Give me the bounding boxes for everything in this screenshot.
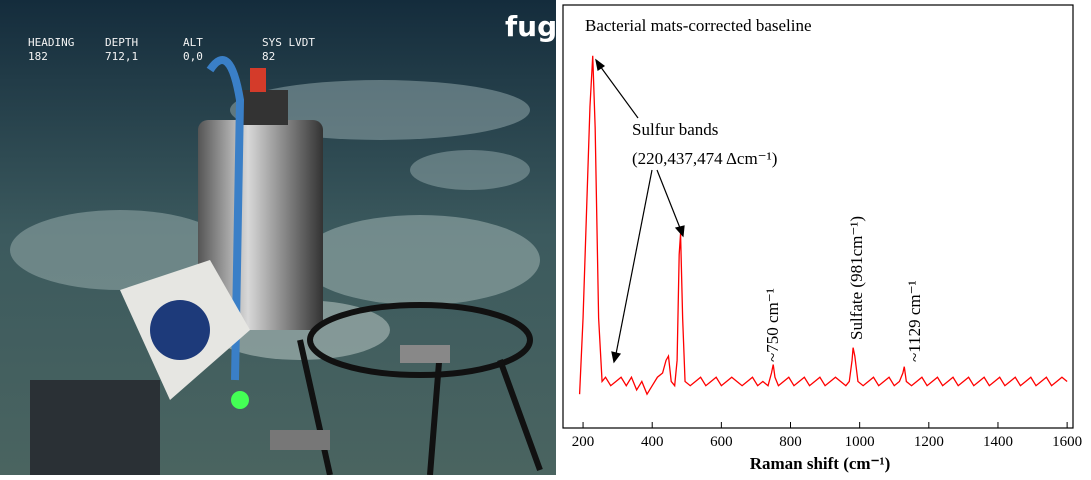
overlay-label: ALT xyxy=(183,36,203,49)
x-tick-label: 1600 xyxy=(1052,434,1082,450)
x-tick-label: 1000 xyxy=(845,434,875,450)
overlay-value: 182 xyxy=(28,50,48,63)
x-tick-label: 400 xyxy=(641,434,664,450)
overlay-label: HEADING xyxy=(28,36,74,49)
overlay-value: 82 xyxy=(262,50,275,63)
x-tick-label: 600 xyxy=(710,434,733,450)
x-tick-label: 800 xyxy=(779,434,802,450)
overlay-label: SYS LVDT xyxy=(262,36,315,49)
annotation: Sulfate (981cm⁻¹) xyxy=(847,216,866,340)
annotation: Sulfur bands xyxy=(632,120,718,139)
overlay-label: DEPTH xyxy=(105,36,138,49)
figure: HEADING182 DEPTH712,1 ALT0,0 SYS LVDT82 fug… xyxy=(0,0,1091,475)
annotation: ~750 cm⁻¹ xyxy=(763,288,782,362)
x-axis-label: Raman shift (cm⁻¹) xyxy=(750,454,891,473)
x-tick-label: 1400 xyxy=(983,434,1013,450)
overlay-value: 712,1 xyxy=(105,50,138,63)
chart-bg xyxy=(556,0,1091,475)
logo: fug xyxy=(505,10,557,43)
annotation: (220,437,474 Δcm⁻¹) xyxy=(632,149,777,168)
photo xyxy=(0,0,556,475)
chart-title: Bacterial mats-corrected baseline xyxy=(585,16,812,35)
overlay-value: 0,0 xyxy=(183,50,203,63)
x-tick-label: 200 xyxy=(572,434,595,450)
page: HEADING182 DEPTH712,1 ALT0,0 SYS LVDT82 fug… xyxy=(0,0,1091,475)
x-tick-label: 1200 xyxy=(914,434,944,450)
annotation: ~1129 cm⁻¹ xyxy=(905,280,924,362)
